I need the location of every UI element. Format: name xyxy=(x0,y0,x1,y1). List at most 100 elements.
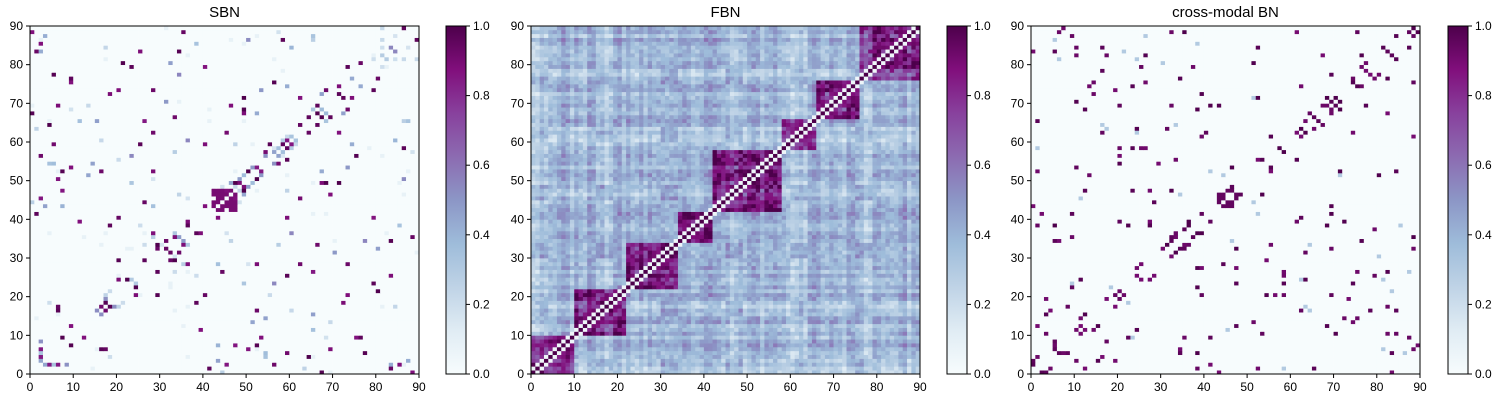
heatmap-cell xyxy=(129,355,134,359)
heatmap-cell xyxy=(229,335,234,339)
heatmap-cell xyxy=(112,359,117,363)
heatmap-cell xyxy=(294,347,299,351)
heatmap-cell xyxy=(237,355,242,359)
heatmap-cell xyxy=(298,320,303,324)
heatmap-cell xyxy=(142,366,147,370)
heatmap-cell xyxy=(311,335,316,339)
heatmap-cell xyxy=(393,328,398,332)
heatmap-cell xyxy=(86,324,91,328)
heatmap-cell xyxy=(203,335,208,339)
heatmap-cell xyxy=(406,347,411,351)
heatmap-cell xyxy=(108,324,113,328)
heatmap-cell xyxy=(220,320,225,324)
heatmap-cell xyxy=(225,347,230,351)
heatmap-cell xyxy=(155,355,160,359)
heatmap-cell xyxy=(56,355,61,359)
heatmap-cell xyxy=(65,320,70,324)
heatmap-cell xyxy=(307,366,312,370)
heatmap-cell xyxy=(134,366,139,370)
heatmap-cell xyxy=(302,362,307,366)
heatmap-cell xyxy=(281,362,286,366)
heatmap-cell xyxy=(307,362,312,366)
heatmap-cell xyxy=(39,347,44,351)
heatmap-cell xyxy=(134,320,139,324)
heatmap-cell xyxy=(129,331,134,335)
heatmap-panel-1: SBN0 10 20 30 40 50 60 70 80 90010203040506070809… xyxy=(10,4,490,394)
heatmap-cell xyxy=(225,324,230,328)
heatmap-cell xyxy=(410,324,415,328)
heatmap-cell xyxy=(250,339,255,343)
heatmap-cell xyxy=(250,343,255,347)
heatmap-cell xyxy=(246,339,251,343)
heatmap-cell xyxy=(207,359,212,363)
heatmap-cell xyxy=(173,324,178,328)
heatmap-cell xyxy=(242,320,247,324)
heatmap-cell xyxy=(138,339,143,343)
heatmap-cell xyxy=(147,343,152,347)
heatmap-cell xyxy=(39,351,44,355)
heatmap-cell xyxy=(255,347,260,351)
heatmap-cell xyxy=(367,359,372,363)
heatmap-cell xyxy=(112,355,117,359)
heatmap-cell xyxy=(34,316,39,320)
heatmap-cell xyxy=(285,362,290,366)
heatmap-cell xyxy=(73,316,78,320)
heatmap-cell xyxy=(129,324,134,328)
heatmap-cell xyxy=(207,351,212,355)
heatmap-cell xyxy=(199,335,204,339)
heatmap-cell xyxy=(333,324,338,328)
heatmap-cell xyxy=(39,324,44,328)
heatmap-cell xyxy=(56,347,61,351)
heatmap-cell xyxy=(268,339,273,343)
heatmap-cell xyxy=(298,347,303,351)
heatmap-cell xyxy=(402,339,407,343)
heatmap-cell xyxy=(302,339,307,343)
heatmap-cell xyxy=(246,335,251,339)
heatmap-cell xyxy=(212,355,217,359)
heatmap-cell xyxy=(315,328,320,332)
heatmap-cell xyxy=(328,355,333,359)
heatmap-cell xyxy=(402,351,407,355)
heatmap-cell xyxy=(272,359,277,363)
heatmap-cell xyxy=(151,343,156,347)
heatmap-cell xyxy=(155,366,160,370)
heatmap-cell xyxy=(164,324,169,328)
heatmap-cell xyxy=(56,351,61,355)
heatmap-cell xyxy=(190,343,195,347)
heatmap-cell xyxy=(320,335,325,339)
heatmap-cell xyxy=(194,328,199,332)
heatmap-cell xyxy=(65,366,70,370)
heatmap-cell xyxy=(233,362,238,366)
heatmap-cell xyxy=(78,316,83,320)
heatmap-cell xyxy=(56,366,61,370)
heatmap-cell xyxy=(406,335,411,339)
heatmap-cell xyxy=(60,362,65,366)
heatmap-cell xyxy=(402,320,407,324)
heatmap-cell xyxy=(160,355,165,359)
heatmap-cell xyxy=(376,362,381,366)
heatmap-cell xyxy=(363,347,368,351)
heatmap-cell xyxy=(43,351,48,355)
heatmap-cell xyxy=(389,359,394,363)
heatmap-cell xyxy=(112,339,117,343)
heatmap-cell xyxy=(160,347,165,351)
heatmap-cell xyxy=(164,328,169,332)
heatmap-cell xyxy=(302,343,307,347)
heatmap-cell xyxy=(250,362,255,366)
heatmap-cell xyxy=(186,320,191,324)
heatmap-cell xyxy=(121,366,126,370)
heatmap-cell xyxy=(108,316,113,320)
heatmap-cell xyxy=(194,339,199,343)
heatmap-cell xyxy=(151,355,156,359)
heatmap-cell xyxy=(255,343,260,347)
heatmap-cell xyxy=(116,366,121,370)
heatmap-cell xyxy=(397,324,402,328)
heatmap-cell xyxy=(160,320,165,324)
heatmap-cell xyxy=(350,359,355,363)
heatmap-cell xyxy=(125,328,130,332)
heatmap-cell xyxy=(397,343,402,347)
heatmap-cell xyxy=(337,359,342,363)
heatmap-cell xyxy=(237,339,242,343)
heatmap-cell xyxy=(60,328,65,332)
heatmap-cell xyxy=(190,324,195,328)
